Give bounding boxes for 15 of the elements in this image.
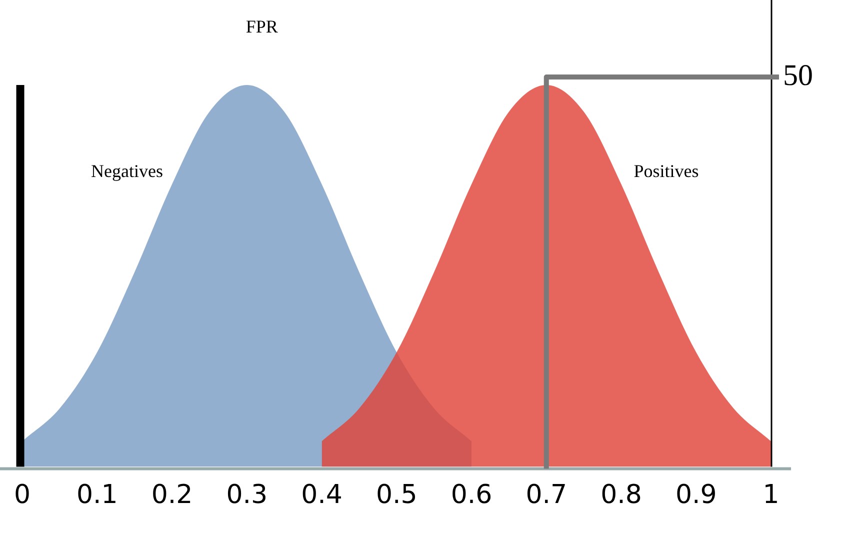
x-tick-label: 0.9 <box>675 480 717 510</box>
text: 50 <box>783 58 813 92</box>
x-tick-label: 0.4 <box>301 480 342 510</box>
series-label: Positives <box>634 161 699 181</box>
x-tick-label: 0.8 <box>600 480 642 510</box>
text: FPR <box>246 16 278 37</box>
x-tick-label: 0 <box>14 480 31 510</box>
x-tick-label: 1 <box>762 480 780 510</box>
x-tick-label: 0.6 <box>450 480 492 510</box>
x-tick-label: 0.7 <box>526 480 568 510</box>
x-tick-label: 0.1 <box>76 480 118 510</box>
x-tick-label: 0.3 <box>226 480 268 510</box>
series-label: Negatives <box>91 161 164 181</box>
x-tick-label: 0.5 <box>376 480 418 510</box>
x-tick-label: 0.2 <box>151 480 193 510</box>
